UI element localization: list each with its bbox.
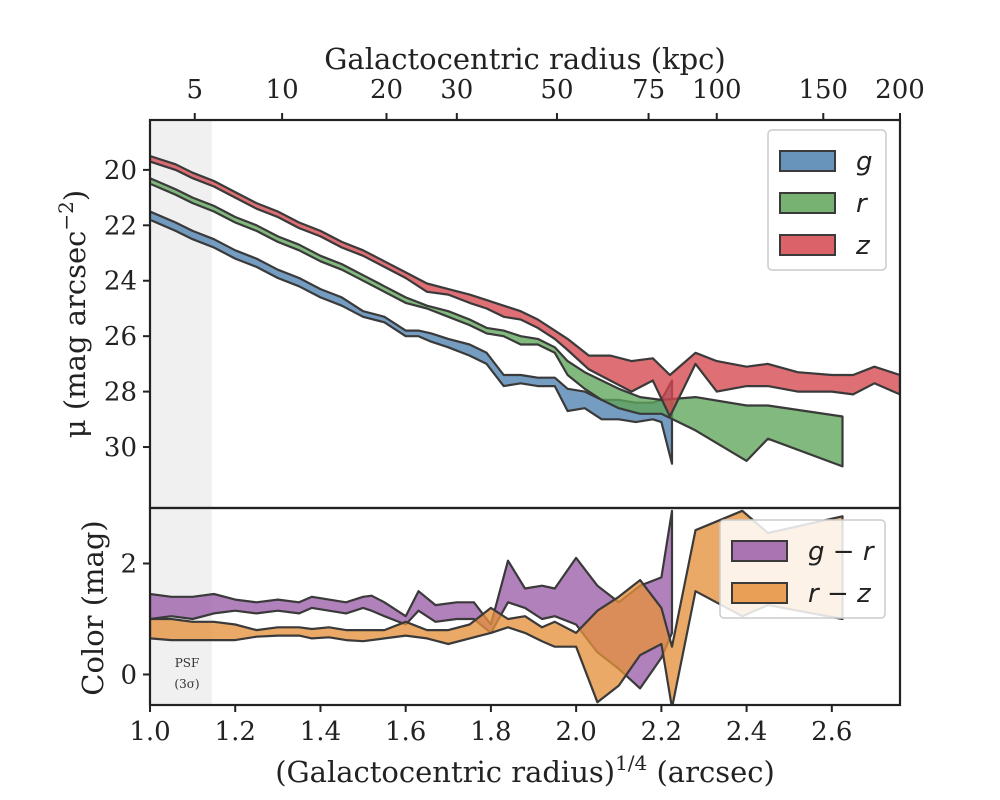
surface-brightness-panel: 20 22 24 26 28 30 5 10 20 30 50 75 100 150 200 Galact… — [54, 42, 925, 510]
x-tick-label: 1.0 — [129, 717, 170, 747]
legend-swatch — [731, 582, 788, 604]
psf-label-line1: PSF — [175, 656, 200, 670]
top-secondary-x-ticks: 5 10 20 30 50 75 100 150 200 — [186, 75, 925, 120]
series-band-r — [150, 177, 844, 468]
x-tick-label: 2.2 — [641, 717, 682, 747]
bottom-xlabel: (Galactocentric radius)1/4 (arcsec) — [275, 751, 775, 789]
y-tick-label: 22 — [104, 211, 137, 241]
y-tick-label: 2 — [120, 549, 137, 579]
legend-label: z — [855, 231, 871, 261]
top-x-tick-label: 200 — [875, 75, 925, 105]
psf-label-line2: (3σ) — [174, 677, 199, 691]
top-x-tick-label: 20 — [370, 75, 403, 105]
top-x-tick-label: 10 — [266, 75, 299, 105]
legend-label: g — [856, 147, 873, 177]
bottom-y-ticks: 02 — [120, 549, 150, 690]
bottom-plot-frame — [148, 506, 902, 707]
x-tick-label: 1.4 — [300, 717, 341, 747]
x-tick-label: 2.4 — [726, 717, 767, 747]
legend-swatch — [779, 150, 836, 172]
x-tick-label: 1.6 — [385, 717, 426, 747]
surface-brightness-series — [150, 154, 900, 468]
y-tick-label: 24 — [104, 267, 137, 297]
surface-brightness-legend: grz — [767, 129, 887, 271]
x-tick-label: 1.2 — [215, 717, 256, 747]
series-band-gr — [150, 509, 674, 690]
top-x-tick-label: 5 — [186, 75, 203, 105]
bottom-x-ticks: 1.0 1.2 1.4 1.6 1.8 2.0 2.2 2.4 2.6 — [129, 705, 852, 747]
legend-label: r — [856, 189, 869, 219]
legend-label: g − r — [808, 537, 876, 567]
legend-label: r − z — [808, 579, 872, 609]
top-x-tick-label: 100 — [692, 75, 742, 105]
color-panel: 02 1.0 1.2 1.4 1.6 1.8 2.0 2.2 2.4 2.6 PSF (3σ) … — [76, 506, 902, 789]
legend-swatch — [731, 540, 788, 562]
series-band-rz — [150, 509, 844, 705]
y-tick-label: 30 — [104, 433, 137, 463]
top-x-tick-label: 150 — [798, 75, 848, 105]
top-y-ticks: 20 22 24 26 28 30 — [104, 156, 150, 463]
color-legend: g − r r − z — [719, 519, 886, 619]
x-tick-label: 2.0 — [555, 717, 596, 747]
series-band-z — [150, 154, 900, 418]
series-band-g — [150, 210, 674, 465]
top-x-tick-label: 30 — [440, 75, 473, 105]
y-tick-label: 28 — [104, 378, 137, 408]
color-series — [150, 509, 844, 705]
x-tick-label: 2.6 — [811, 717, 852, 747]
y-tick-label: 26 — [104, 322, 137, 352]
surface-brightness-ylabel: μ (mag arcsec−2) — [54, 190, 92, 438]
legend-swatch — [779, 192, 836, 214]
top-x-tick-label: 50 — [540, 75, 573, 105]
top-axis-label: Galactocentric radius (kpc) — [324, 42, 725, 76]
legend-swatch — [779, 234, 836, 256]
color-ylabel: Color (mag) — [76, 520, 110, 695]
x-tick-label: 1.8 — [470, 717, 511, 747]
y-tick-label: 0 — [120, 660, 137, 690]
y-tick-label: 20 — [104, 156, 137, 186]
top-x-tick-label: 75 — [632, 75, 665, 105]
